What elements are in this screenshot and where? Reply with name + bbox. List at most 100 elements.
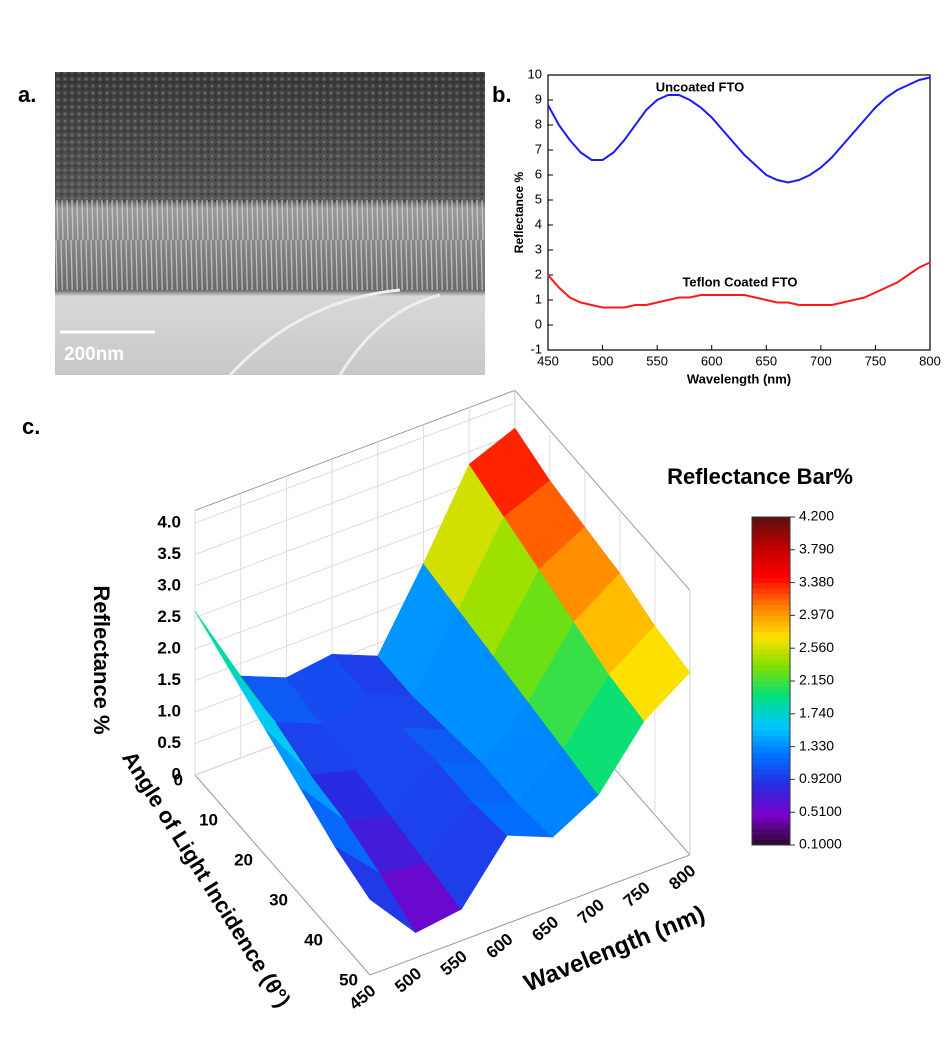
colorbar-segment [752,812,790,819]
colorbar-segment [752,817,790,824]
panel-label: b. [492,82,512,107]
x-tick-label: 650 [528,912,562,945]
y-tick-label: 0 [535,316,542,331]
colorbar-segment [752,653,790,660]
z-tick-label: 1.5 [157,670,181,689]
x-tick-label: 650 [755,353,777,368]
colorbar-segment [752,675,790,682]
colorbar-segment [752,609,790,616]
colorbar-segment [752,637,790,644]
colorbar-segment [752,664,790,671]
colorbar-segment [752,779,790,786]
panel-a: 200nm a. [18,72,485,377]
colorbar-segment [752,773,790,780]
colorbar-tick-label: 1.330 [799,737,834,753]
x-tick-label: 500 [391,964,425,997]
colorbar-segment [752,566,790,573]
colorbar-segment [752,642,790,649]
z-tick-label: 0 [172,764,181,783]
y-tick-label: 7 [535,141,542,156]
colorbar-segment [752,790,790,797]
y-tick-label: 5 [535,191,542,206]
panel-b: 450 500 550 600 650 700 750 800 -1 0 1 2 3 4 5 6 7 8 9 10 Wa… [492,66,941,386]
y-tick-label: 10 [199,810,218,829]
colorbar-segment [752,582,790,589]
colorbar-segment [752,620,790,627]
x-tick-label: 800 [919,353,941,368]
colorbar-segment [752,795,790,802]
colorbar-segment [752,806,790,813]
colorbar-tick-label: 3.790 [799,541,834,557]
colorbar-segment [752,571,790,578]
colorbar-segment [752,631,790,638]
colorbar-segment [752,724,790,731]
colorbar-tick-label: 0.1000 [799,836,842,852]
colorbar-segment [752,784,790,791]
colorbar-segment [752,741,790,748]
colorbar-tick-label: 2.560 [799,639,834,655]
sem-detail [228,288,441,377]
series-label: Uncoated FTO [656,79,745,94]
sem-texture [55,72,485,202]
surface-patch [608,625,691,722]
colorbar-segment [752,599,790,605]
colorbar-segment [752,801,790,808]
grid-line [194,402,516,524]
colorbar-segment [752,533,790,540]
y-tick-label: 0 [174,770,183,789]
colorbar-segment [752,659,790,666]
colorbar-segment [752,697,790,704]
x-tick-label: 700 [574,895,608,928]
colorbar-tick-label: 2.150 [799,672,834,688]
x-tick-label: 750 [620,878,654,911]
colorbar-segment [752,604,790,611]
z-tick-label: 1.0 [157,701,181,720]
colorbar-segment [752,615,790,622]
colorbar-segment [752,763,790,769]
y-tick-label: 10 [528,66,542,81]
colorbar-segment [752,757,790,764]
y-tick-label: 1 [535,291,542,306]
colorbar-tick-label: 2.970 [799,606,834,622]
colorbar-segment [752,708,790,715]
colorbar-title: Reflectance Bar% [667,464,853,489]
plot-frame [547,74,931,351]
y-tick-label: 6 [535,166,542,181]
x-axis-title: Wavelength (nm) [687,371,791,386]
colorbar-segment [752,538,790,545]
y-axis-title: Reflectance % [512,171,526,253]
z-tick-label: 0.5 [157,733,181,752]
colorbar-segment [752,527,790,534]
colorbar-segment [752,549,790,556]
colorbar-segment [752,839,790,846]
series-line [547,261,931,309]
x-tick-label: 550 [437,947,471,980]
y-tick-label: 20 [234,850,253,869]
box-edge [194,774,371,976]
box-edge [514,390,691,591]
x-tick-label: 700 [810,353,832,368]
y-tick-label: 2 [535,266,542,281]
y-tick-label: 8 [535,116,542,131]
colorbar-segment [752,544,790,551]
colorbar-tick-label: 0.5100 [799,803,842,819]
panel-label: c. [22,414,40,439]
colorbar-segment [752,752,790,759]
panel-label: a. [18,82,36,107]
colorbar-segment [752,686,790,693]
z-tick-label: 2.0 [157,638,181,657]
y-axis-title: Angle of Light Incidence (θ°) [117,747,296,1012]
colorbar-segment [752,522,790,529]
x-tick-label: 550 [646,353,668,368]
colorbar-segment [752,828,790,835]
colorbar-segment [752,719,790,726]
sem-nanorods [55,200,485,290]
colorbar-segment [752,560,790,567]
colorbar-segment [752,768,790,775]
colorbar-tick-label: 0.9200 [799,770,842,786]
panel-c: 00.51.01.52.02.53.03.54.0450500550600650… [22,389,853,1014]
colorbar-segment [752,746,790,753]
colorbar-tick-label: 1.740 [799,705,834,721]
